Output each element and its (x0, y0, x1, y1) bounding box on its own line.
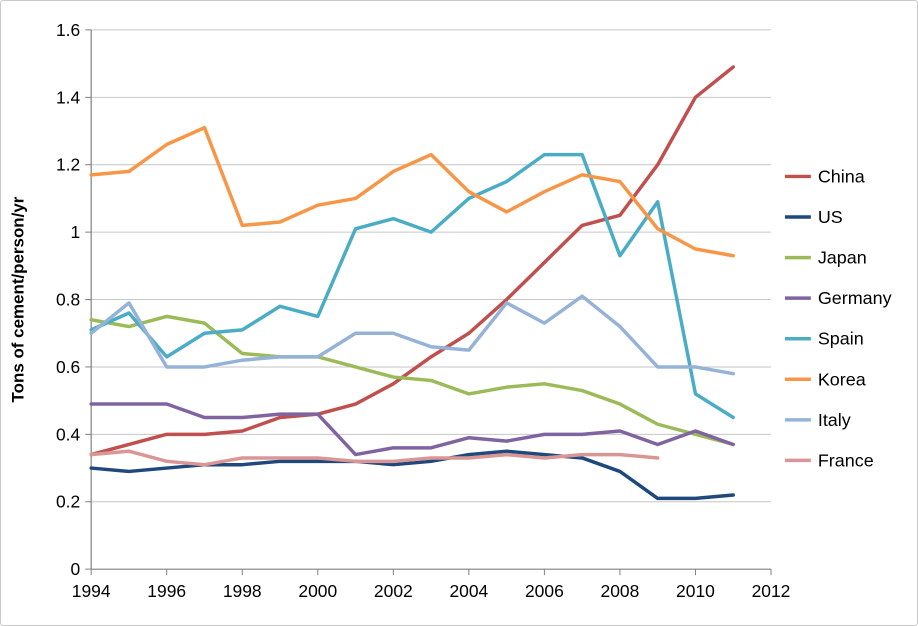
legend-label-korea: Korea (818, 369, 866, 389)
x-tick-label: 2012 (752, 581, 791, 601)
legend-item-japan: Japan (784, 248, 867, 268)
legend-item-france: France (784, 450, 874, 470)
y-tick-label: 1.4 (56, 87, 81, 107)
x-tick-label: 2008 (601, 581, 640, 601)
x-tick-label: 1996 (147, 581, 186, 601)
x-tick-label: 1998 (223, 581, 262, 601)
legend-label-china: China (818, 166, 865, 186)
y-tick-label: 0.8 (56, 290, 80, 310)
y-axis-title: Tons of cement/person/yr (8, 196, 27, 402)
series-line-spain (89, 152, 735, 420)
x-tick-label: 1994 (72, 581, 111, 601)
legend-item-korea: Korea (784, 369, 866, 389)
legend-item-italy: Italy (784, 410, 851, 430)
legend-item-germany: Germany (784, 288, 892, 308)
legend-label-italy: Italy (818, 410, 851, 430)
legend-label-spain: Spain (818, 329, 864, 349)
y-tick-label: 1.2 (56, 155, 80, 175)
series-line-france (89, 449, 660, 467)
legend-label-france: France (818, 450, 874, 470)
x-tick-label: 2000 (298, 581, 337, 601)
legend-label-germany: Germany (818, 288, 892, 308)
legend-label-japan: Japan (818, 248, 867, 268)
legend-label-us: US (818, 207, 843, 227)
y-tick-label: 0.2 (56, 492, 80, 512)
series-line-germany (89, 402, 735, 457)
y-tick-label: 1 (71, 222, 81, 242)
legend-item-us: US (784, 207, 843, 227)
x-tick-label: 2004 (449, 581, 488, 601)
x-tick-label: 2002 (374, 581, 413, 601)
y-tick-label: 0.6 (56, 357, 80, 377)
series-line-china (89, 65, 735, 457)
legend-item-china: China (784, 166, 865, 186)
series-line-korea (89, 125, 735, 258)
series-line-japan (89, 314, 735, 447)
y-tick-label: 1.6 (56, 20, 80, 40)
series-line-italy (89, 294, 735, 376)
legend-item-spain: Spain (784, 329, 864, 349)
x-tick-label: 2010 (676, 581, 715, 601)
y-tick-label: 0 (71, 559, 81, 579)
x-tick-label: 2006 (525, 581, 564, 601)
y-tick-label: 0.4 (56, 424, 81, 444)
